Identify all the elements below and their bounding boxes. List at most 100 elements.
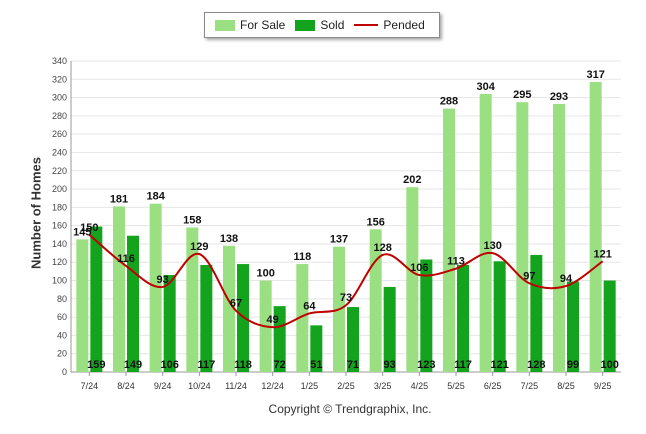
- data-label-sold: 72: [274, 359, 286, 371]
- data-label-pended: 129: [190, 241, 208, 253]
- bar-sold: [237, 264, 249, 372]
- y-tick-label: 100: [52, 276, 67, 286]
- x-tick-label: 8/24: [117, 381, 135, 391]
- bar-sold: [90, 226, 103, 372]
- bar-sold: [383, 286, 396, 372]
- data-label-sold: 121: [490, 359, 508, 371]
- y-tick-label: 0: [62, 367, 67, 377]
- bar-sold: [273, 306, 286, 372]
- bar-for-sale: [553, 103, 565, 372]
- y-tick-label: 180: [52, 202, 67, 212]
- x-tick-label: 10/24: [188, 381, 211, 391]
- data-label-for-sale: 138: [220, 233, 238, 245]
- y-tick-label: 160: [52, 221, 67, 231]
- bar-for-sale: [113, 206, 125, 372]
- data-label-for-sale: 118: [293, 251, 311, 263]
- data-label-for-sale: 145: [73, 226, 91, 238]
- y-tick-label: 240: [52, 147, 67, 157]
- data-label-for-sale: 184: [146, 191, 165, 203]
- x-tick-label: 4/25: [411, 381, 429, 391]
- y-tick-label: 340: [52, 56, 67, 66]
- legend-swatch-for-sale: [215, 19, 235, 31]
- x-tick-label: 9/25: [594, 381, 612, 391]
- data-label-pended: 93: [157, 274, 169, 286]
- y-tick-label: 40: [57, 330, 67, 340]
- legend-label-pended: Pended: [383, 18, 425, 32]
- data-label-for-sale: 202: [403, 174, 421, 186]
- bar-for-sale: [406, 187, 419, 372]
- legend-item-sold[interactable]: Sold: [295, 18, 344, 32]
- legend-label-sold: Sold: [320, 18, 345, 32]
- data-label-sold: 51: [310, 359, 322, 371]
- legend-label-for-sale: For Sale: [240, 18, 286, 32]
- x-tick-label: 3/25: [374, 381, 392, 391]
- legend-item-for-sale[interactable]: For Sale: [215, 18, 285, 32]
- bar-sold: [310, 325, 323, 372]
- data-label-sold: 149: [124, 359, 142, 371]
- data-label-for-sale: 317: [586, 69, 604, 81]
- y-tick-label: 300: [52, 93, 67, 103]
- data-label-sold: 93: [384, 359, 396, 371]
- data-label-sold: 159: [87, 359, 105, 371]
- bar-for-sale: [223, 245, 235, 372]
- bar-sold: [567, 281, 579, 372]
- x-tick-label: 12/24: [261, 381, 284, 391]
- data-label-pended: 130: [483, 240, 501, 252]
- data-label-for-sale: 288: [440, 96, 458, 108]
- data-label-pended: 116: [117, 253, 135, 265]
- x-tick-label: 5/25: [447, 381, 465, 391]
- data-label-for-sale: 158: [183, 214, 201, 226]
- data-label-for-sale: 100: [256, 268, 274, 280]
- x-tick-label: 9/24: [154, 381, 172, 391]
- data-label-pended: 97: [523, 270, 535, 282]
- legend: For Sale Sold Pended: [204, 12, 440, 38]
- bar-sold: [163, 275, 176, 372]
- data-label-pended: 67: [230, 298, 242, 310]
- data-label-pended: 113: [447, 256, 465, 268]
- y-tick-label: 280: [52, 111, 67, 121]
- data-label-sold: 118: [234, 359, 252, 371]
- data-label-pended: 49: [267, 314, 279, 326]
- legend-item-pended[interactable]: Pended: [354, 18, 425, 32]
- x-tick-label: 7/24: [81, 381, 99, 391]
- data-label-pended: 106: [410, 262, 428, 274]
- x-tick-label: 1/25: [301, 381, 319, 391]
- bar-for-sale: [296, 264, 309, 372]
- data-label-pended: 73: [340, 292, 352, 304]
- data-label-sold: 71: [347, 359, 359, 371]
- data-label-sold: 99: [567, 359, 579, 371]
- y-tick-label: 80: [57, 294, 67, 304]
- x-tick-label: 2/25: [337, 381, 355, 391]
- data-label-sold: 117: [454, 359, 472, 371]
- data-label-for-sale: 304: [476, 81, 495, 93]
- bar-sold: [603, 280, 616, 372]
- x-tick-label: 6/25: [484, 381, 502, 391]
- bar-sold: [420, 259, 433, 372]
- y-tick-label: 140: [52, 239, 67, 249]
- legend-swatch-sold: [295, 19, 316, 31]
- data-label-sold: 128: [527, 359, 545, 371]
- data-label-for-sale: 181: [110, 193, 128, 205]
- bar-sold: [200, 264, 213, 372]
- bar-sold: [457, 264, 469, 372]
- data-label-for-sale: 293: [550, 91, 568, 103]
- y-tick-label: 200: [52, 184, 67, 194]
- bar-for-sale: [479, 93, 492, 372]
- bar-sold: [493, 261, 506, 372]
- data-label-sold: 117: [197, 359, 215, 371]
- y-tick-label: 20: [57, 349, 67, 359]
- data-label-pended: 150: [80, 222, 98, 234]
- y-tick-label: 320: [52, 74, 67, 84]
- data-label-pended: 64: [303, 300, 316, 312]
- bar-sold: [347, 307, 359, 372]
- bar-for-sale: [186, 227, 199, 372]
- data-label-pended: 128: [373, 242, 391, 254]
- data-label-for-sale: 156: [366, 216, 384, 228]
- x-tick-label: 7/25: [521, 381, 539, 391]
- data-label-sold: 106: [160, 359, 178, 371]
- data-label-sold: 100: [600, 359, 618, 371]
- bar-for-sale: [149, 203, 162, 372]
- legend-swatch-pended: [354, 24, 379, 26]
- x-tick-label: 11/24: [225, 381, 247, 391]
